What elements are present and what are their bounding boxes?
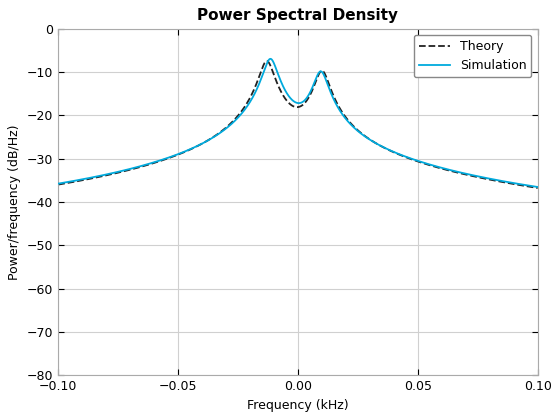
Simulation	[170, 153, 177, 158]
Line: Simulation: Simulation	[58, 59, 538, 187]
Simulation	[239, 111, 245, 116]
Theory	[344, 116, 351, 121]
Y-axis label: Power/frequency (dB/Hz): Power/frequency (dB/Hz)	[8, 124, 21, 280]
Theory	[55, 182, 62, 187]
X-axis label: Frequency (kHz): Frequency (kHz)	[247, 399, 349, 412]
Simulation	[267, 56, 274, 61]
Theory	[170, 154, 177, 159]
Theory	[534, 186, 541, 191]
Simulation	[410, 157, 417, 162]
Title: Power Spectral Density: Power Spectral Density	[198, 8, 399, 24]
Theory	[410, 158, 417, 163]
Simulation	[344, 118, 351, 123]
Theory	[239, 108, 245, 113]
Simulation	[315, 71, 322, 76]
Simulation	[534, 184, 541, 189]
Theory	[87, 176, 94, 181]
Simulation	[55, 181, 62, 186]
Simulation	[87, 175, 94, 180]
Theory	[263, 58, 270, 63]
Line: Theory: Theory	[58, 61, 538, 188]
Theory	[315, 73, 322, 78]
Legend: Theory, Simulation: Theory, Simulation	[414, 35, 531, 77]
